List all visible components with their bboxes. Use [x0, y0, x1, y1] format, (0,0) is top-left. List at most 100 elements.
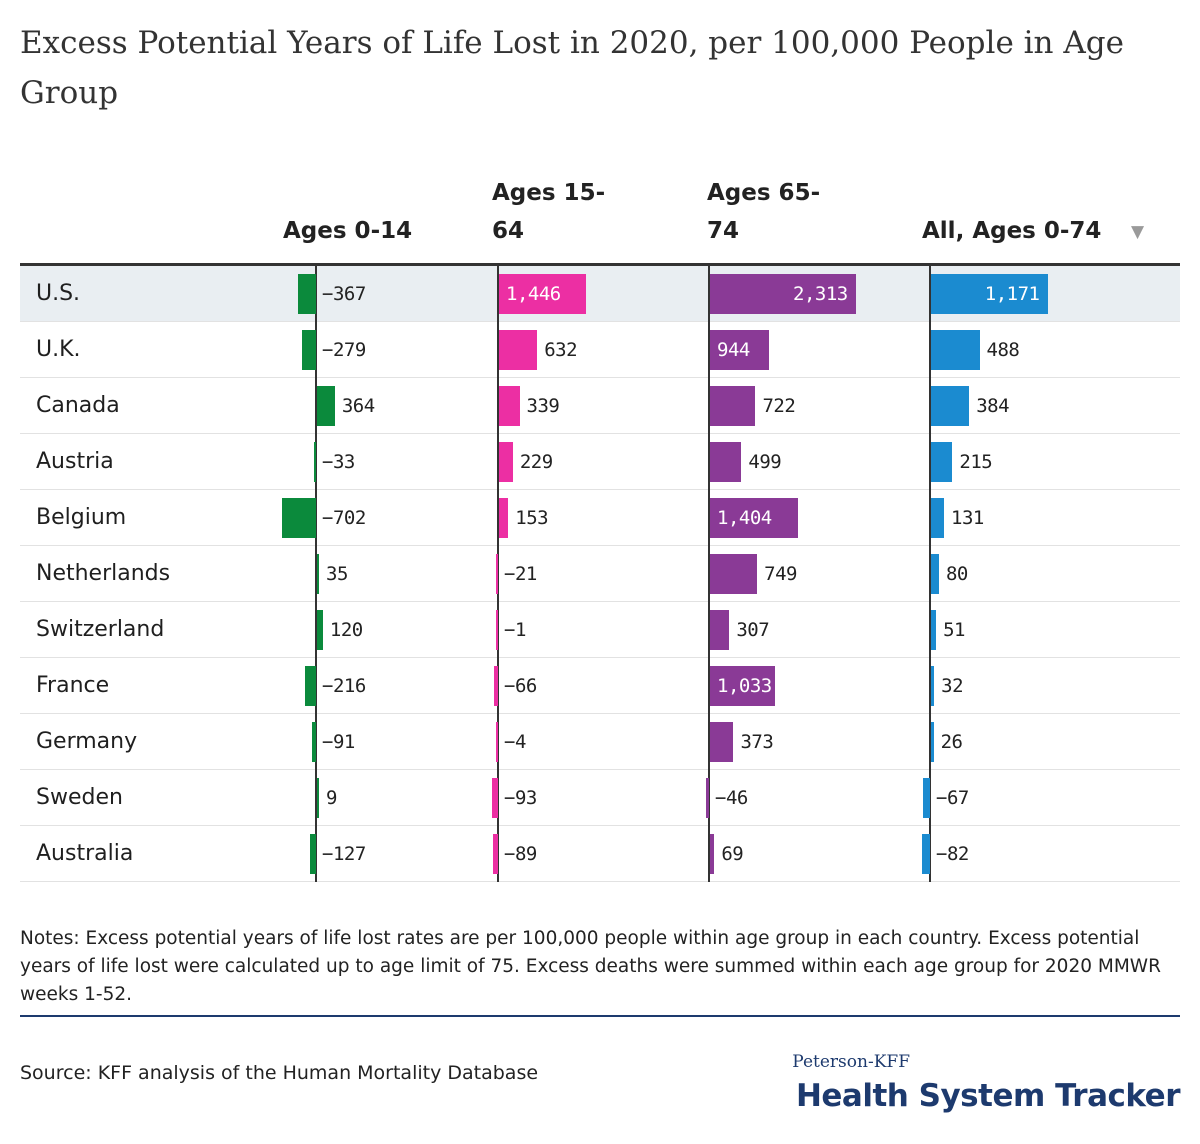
data-label-ages-0-14: 120: [329, 619, 363, 641]
data-label-all-ages: −82: [936, 843, 969, 865]
column-header-ages-15-64-line2[interactable]: 64: [492, 218, 525, 244]
data-label-all-ages: 215: [959, 451, 993, 473]
bar-ages-0-14[interactable]: [317, 554, 319, 594]
bar-ages-0-14[interactable]: [311, 722, 316, 762]
table-row[interactable]: Australia: [20, 826, 1180, 882]
data-label-ages-0-14: 9: [326, 787, 337, 809]
table-row[interactable]: Netherlands: [20, 546, 1180, 602]
data-label-all-ages: 488: [986, 339, 1020, 361]
bar-ages-0-14[interactable]: [309, 834, 316, 874]
bar-ages-15-64[interactable]: [496, 722, 498, 762]
table-row[interactable]: U.K.: [20, 322, 1180, 378]
data-label-all-ages: 80: [945, 563, 968, 585]
bar-ages-0-14[interactable]: [314, 442, 316, 482]
bar-ages-65-74[interactable]: [710, 498, 799, 538]
bar-all-ages[interactable]: [921, 834, 930, 874]
table-row[interactable]: Canada: [20, 378, 1180, 434]
country-label: Belgium: [36, 505, 127, 530]
bar-ages-15-64[interactable]: [499, 442, 513, 482]
bar-ages-65-74[interactable]: [710, 610, 730, 650]
bar-ages-65-74[interactable]: [710, 554, 758, 594]
data-label-ages-15-64: 153: [515, 507, 549, 529]
data-label-ages-15-64: 339: [526, 395, 560, 417]
data-label-ages-65-74: 373: [740, 731, 774, 753]
column-header-ages-15-64-line1[interactable]: Ages 15-: [492, 180, 606, 206]
bar-ages-15-64[interactable]: [496, 610, 498, 650]
table-row[interactable]: Belgium: [20, 490, 1180, 546]
source-note: Source: KFF analysis of the Human Mortal…: [20, 1062, 539, 1084]
bar-ages-65-74[interactable]: [710, 666, 776, 706]
bar-ages-15-64[interactable]: [492, 834, 498, 874]
table-row[interactable]: France: [20, 658, 1180, 714]
bar-all-ages[interactable]: [931, 274, 1048, 314]
bar-ages-65-74[interactable]: [710, 722, 734, 762]
bar-ages-0-14[interactable]: [302, 330, 316, 370]
data-label-ages-0-14: −127: [322, 843, 366, 865]
table-row[interactable]: Germany: [20, 714, 1180, 770]
bar-ages-0-14[interactable]: [317, 386, 335, 426]
table-row[interactable]: Sweden: [20, 770, 1180, 826]
bar-all-ages[interactable]: [931, 386, 970, 426]
bar-all-ages[interactable]: [931, 554, 939, 594]
bar-all-ages[interactable]: [931, 610, 937, 650]
bar-ages-15-64[interactable]: [499, 386, 520, 426]
bar-ages-65-74[interactable]: [706, 778, 709, 818]
country-label: U.S.: [36, 281, 81, 306]
data-label-ages-15-64: −4: [504, 731, 526, 753]
header-rule: [20, 263, 1180, 266]
bar-ages-65-74[interactable]: [710, 386, 756, 426]
country-label: Netherlands: [36, 561, 171, 586]
bar-ages-0-14[interactable]: [317, 778, 319, 818]
bar-ages-65-74[interactable]: [710, 330, 770, 370]
data-label-all-ages: 26: [940, 731, 963, 753]
sort-descending-icon[interactable]: ▼: [1131, 222, 1145, 242]
column-header-all-ages[interactable]: All, Ages 0-74: [922, 218, 1102, 244]
column-header-ages-65-74-line1[interactable]: Ages 65-: [707, 180, 821, 206]
bar-all-ages[interactable]: [923, 778, 930, 818]
bar-all-ages[interactable]: [931, 330, 980, 370]
bar-all-ages[interactable]: [931, 442, 953, 482]
data-label-ages-0-14: −91: [322, 731, 355, 753]
zero-axis-all-ages: [929, 266, 931, 882]
bar-all-ages[interactable]: [931, 722, 934, 762]
bar-ages-15-64[interactable]: [499, 330, 538, 370]
bar-ages-0-14[interactable]: [298, 274, 316, 314]
data-label-ages-0-14: −279: [322, 339, 366, 361]
chart-title: Excess Potential Years of Life Lost in 2…: [20, 25, 1124, 111]
country-label: Sweden: [36, 785, 123, 810]
country-label: Canada: [36, 393, 120, 418]
bar-ages-15-64[interactable]: [499, 498, 509, 538]
column-header-ages-0-14[interactable]: Ages 0-14: [283, 218, 413, 244]
data-label-all-ages: 1,171: [984, 283, 1040, 305]
bar-ages-65-74[interactable]: [710, 834, 715, 874]
chart-notes: Notes: Excess potential years of life lo…: [20, 928, 1161, 1005]
country-label: U.K.: [36, 337, 81, 362]
data-label-ages-0-14: 35: [326, 563, 348, 585]
data-label-ages-15-64: 632: [544, 339, 578, 361]
bar-ages-0-14[interactable]: [305, 666, 316, 706]
country-label: France: [36, 673, 110, 698]
table-row[interactable]: Austria: [20, 434, 1180, 490]
bar-ages-15-64[interactable]: [496, 554, 498, 594]
zero-axis-ages-15-64: [497, 266, 499, 882]
data-label-all-ages: 51: [943, 619, 965, 641]
bar-ages-0-14[interactable]: [317, 610, 323, 650]
bar-all-ages[interactable]: [931, 498, 945, 538]
country-label: Austria: [36, 449, 114, 474]
bar-ages-0-14[interactable]: [281, 498, 316, 538]
data-label-ages-15-64: −89: [504, 843, 537, 865]
data-label-ages-0-14: 364: [341, 395, 375, 417]
bar-ages-15-64[interactable]: [499, 274, 587, 314]
bar-ages-15-64[interactable]: [492, 778, 498, 818]
bar-ages-65-74[interactable]: [710, 274, 856, 314]
data-label-ages-0-14: −367: [322, 283, 366, 305]
data-label-ages-65-74: 499: [748, 451, 782, 473]
data-label-ages-15-64: 1,446: [506, 283, 561, 305]
bar-ages-65-74[interactable]: [710, 442, 742, 482]
data-label-ages-15-64: −66: [504, 675, 537, 697]
data-label-ages-65-74: 722: [762, 395, 796, 417]
column-header-ages-65-74-line2[interactable]: 74: [707, 218, 740, 244]
bar-all-ages[interactable]: [931, 666, 935, 706]
bar-ages-15-64[interactable]: [494, 666, 498, 706]
table-row[interactable]: Switzerland: [20, 602, 1180, 658]
